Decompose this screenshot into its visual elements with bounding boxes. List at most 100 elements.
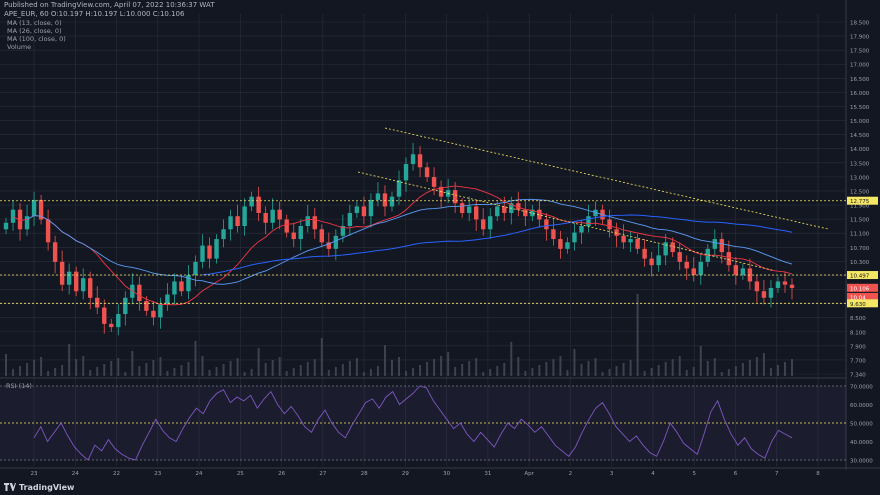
candle-body	[628, 239, 633, 243]
volume-bar	[173, 368, 176, 376]
volume-bar	[727, 369, 730, 376]
volume-bar	[615, 366, 618, 376]
candle-body	[670, 242, 675, 253]
volume-bar	[180, 365, 183, 376]
candle-body	[17, 209, 23, 230]
candle-body	[586, 216, 591, 227]
volume-bar	[264, 363, 267, 376]
y-tick-label: 16.500	[850, 77, 870, 83]
x-tick-label: 24	[72, 471, 79, 477]
volume-bar	[643, 371, 646, 376]
volume-bar	[447, 352, 450, 376]
candle-body	[109, 323, 114, 328]
candle-body	[635, 239, 640, 249]
indicator-ma100[interactable]: MA (100, close, 0)	[7, 35, 66, 43]
rsi-band	[0, 386, 846, 460]
x-tick-label: 29	[402, 471, 409, 477]
channel-lower-line	[357, 171, 773, 271]
volume-bar	[12, 369, 15, 376]
volume-bar	[124, 372, 127, 376]
volume-bar	[720, 372, 723, 376]
volume-bar	[769, 368, 772, 376]
volume-bar	[236, 358, 239, 376]
volume-bar	[138, 366, 141, 376]
volume-bar	[713, 358, 716, 376]
volume-bar	[573, 349, 576, 376]
volume-bar	[622, 363, 625, 376]
y-tick-label: 11.900	[850, 204, 870, 210]
volume-bar	[362, 372, 365, 376]
candle-body	[775, 281, 781, 288]
volume-bar	[229, 361, 232, 376]
x-tick-label: Apr	[524, 471, 534, 477]
candle-body	[179, 281, 184, 292]
volume-bar	[650, 368, 653, 376]
candle-body	[116, 314, 121, 328]
tradingview-icon	[4, 483, 16, 491]
candle-body	[256, 196, 261, 213]
tradingview-logo[interactable]: TradingView	[4, 483, 74, 492]
candle-body	[452, 190, 458, 204]
volume-bar	[285, 371, 288, 376]
volume-bar	[601, 372, 604, 376]
volume-bar	[762, 353, 765, 376]
candle-body	[698, 261, 703, 275]
volume-bar	[426, 362, 429, 376]
volume-bar	[33, 360, 36, 376]
rsi-tick-label: 50.0000	[850, 422, 873, 428]
y-tick-label: 7.340	[850, 373, 866, 379]
price-label-text: 10.04	[850, 295, 866, 301]
candle-body	[305, 216, 310, 227]
indicator-ma13[interactable]: MA (13, close, 0)	[7, 19, 62, 27]
indicator-ma26[interactable]: MA (26, close, 0)	[7, 27, 62, 35]
candle-body	[424, 167, 430, 178]
rsi-tick-label: 60.0000	[850, 403, 873, 409]
x-tick-label: 27	[319, 471, 326, 477]
x-tick-label: 26	[278, 471, 285, 477]
volume-bar	[131, 351, 134, 376]
volume-bar	[299, 365, 302, 376]
candle-body	[614, 229, 619, 236]
volume-bar	[5, 354, 7, 376]
volume-bar	[250, 369, 253, 376]
candle-body	[691, 268, 696, 275]
volume-bar	[110, 361, 113, 376]
candle-body	[403, 164, 409, 181]
candle-body	[291, 232, 296, 240]
candle-body	[193, 261, 198, 275]
x-tick-label: 2	[569, 471, 573, 477]
price-label-text: 10.497	[850, 274, 870, 280]
volume-bar	[54, 368, 57, 376]
price-label-box	[847, 271, 878, 280]
candle-body	[277, 209, 282, 220]
volume-bar	[89, 370, 92, 376]
candle-body	[502, 206, 507, 213]
volume-bar	[791, 359, 793, 376]
volume-bar	[419, 365, 422, 376]
candle-body	[677, 252, 682, 262]
price-label-box	[847, 299, 878, 308]
volume-bar	[376, 366, 379, 376]
volume-bar	[524, 371, 527, 376]
volume-bar	[117, 358, 120, 376]
candle-body	[73, 271, 79, 292]
rsi-label[interactable]: RSI (14)	[6, 382, 32, 390]
candle-body	[396, 180, 402, 197]
volume-bar	[517, 357, 520, 376]
y-tick-label: 13.500	[850, 161, 870, 167]
candle-body	[375, 193, 381, 200]
x-tick-label: 31	[484, 471, 491, 477]
indicator-volume[interactable]: Volume	[7, 43, 32, 51]
candle-body	[38, 199, 44, 220]
candle-body	[649, 258, 654, 266]
volume-bar	[26, 363, 29, 376]
candle-body	[59, 261, 65, 285]
candle-body	[782, 281, 788, 285]
volume-bar	[145, 363, 148, 376]
y-tick-label: 17.000	[850, 63, 870, 69]
candle-body	[537, 209, 542, 220]
candle-body	[242, 206, 247, 227]
x-tick-label: 23	[154, 471, 161, 477]
volume-bar	[454, 367, 457, 376]
